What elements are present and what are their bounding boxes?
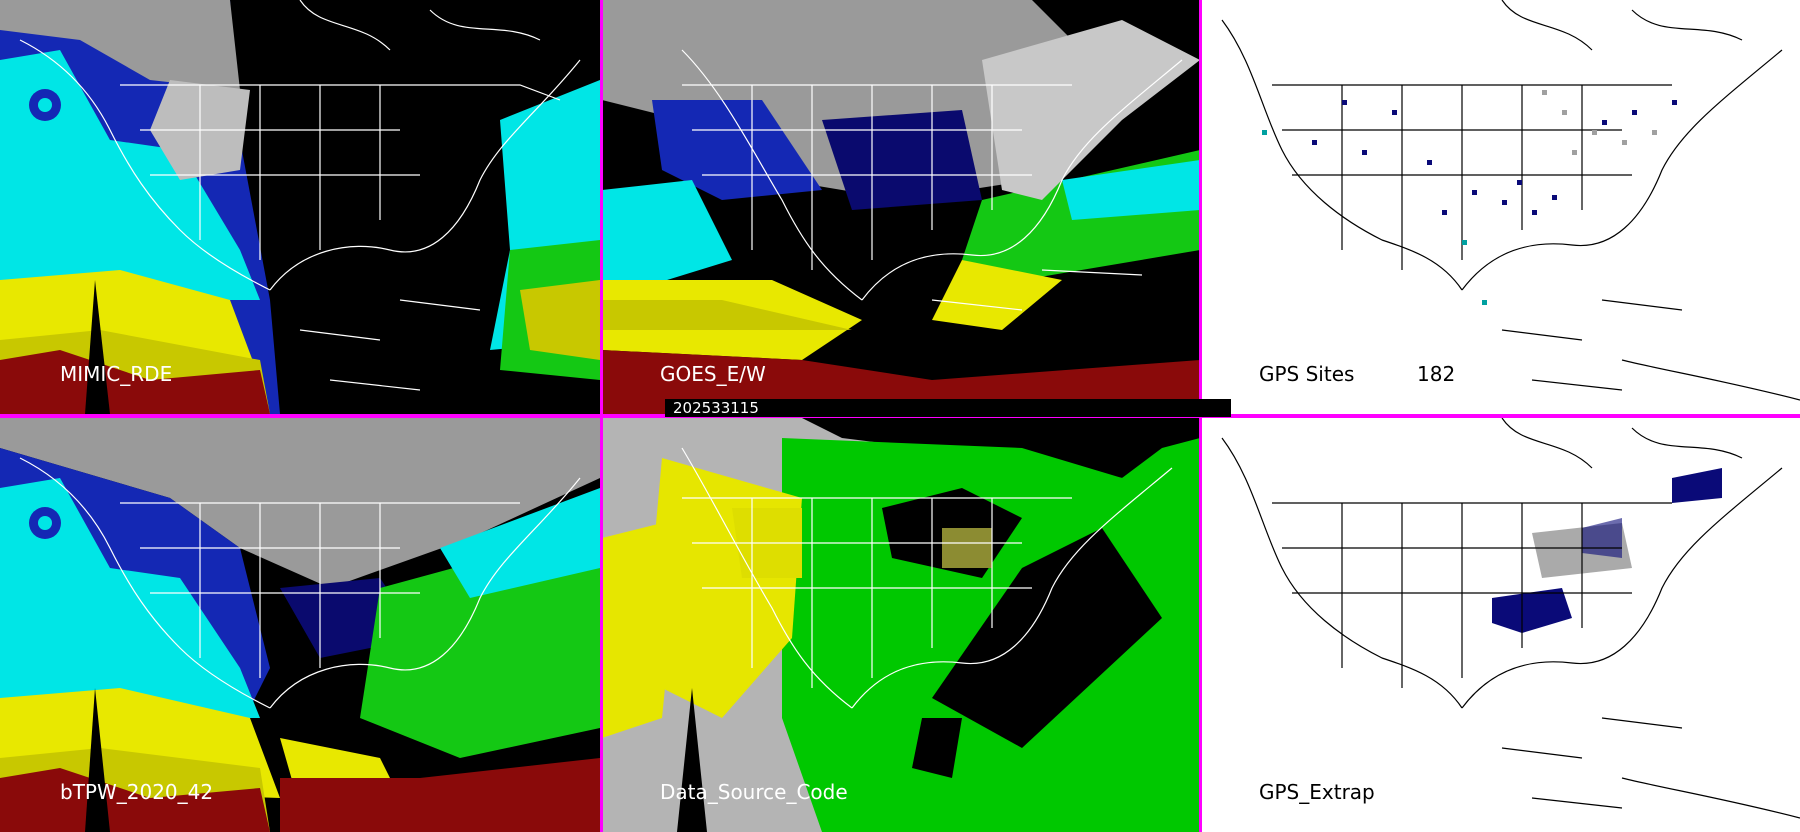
timestamp: 202533115 bbox=[673, 399, 759, 417]
panel-data-source: Data_Source_Code bbox=[602, 418, 1200, 832]
panel-label: GPS_Extrap bbox=[1259, 780, 1375, 804]
panel-label: GOES_E/W bbox=[660, 362, 766, 386]
tpw-map-btpw bbox=[0, 418, 600, 832]
gps-extrap-map bbox=[1202, 418, 1800, 832]
panel-gps-extrap: GPS_Extrap bbox=[1202, 418, 1800, 832]
site-count: 182 bbox=[1417, 362, 1456, 386]
separator-vertical-right-bottom bbox=[1199, 418, 1202, 832]
panel-goes-ew: GOES_E/W bbox=[602, 0, 1200, 414]
separator-vertical-right bbox=[1199, 0, 1202, 418]
data-source-map bbox=[602, 418, 1200, 832]
panel-label: MIMIC_RDE bbox=[60, 362, 173, 386]
tpw-map-mimic bbox=[0, 0, 600, 414]
panel-label: bTPW_2020_42 bbox=[60, 780, 214, 804]
panel-label: GPS Sites bbox=[1259, 362, 1355, 386]
timestamp-bar: 202533115 bbox=[665, 399, 1231, 417]
panel-label: Data_Source_Code bbox=[660, 780, 848, 804]
gps-sites-map bbox=[1202, 0, 1800, 414]
tpw-map-goes bbox=[602, 0, 1200, 414]
panel-gps-sites: GPS Sites 182 bbox=[1202, 0, 1800, 414]
panel-btpw: bTPW_2020_42 bbox=[0, 418, 600, 832]
panel-mimic-rde: MIMIC_RDE bbox=[0, 0, 600, 414]
